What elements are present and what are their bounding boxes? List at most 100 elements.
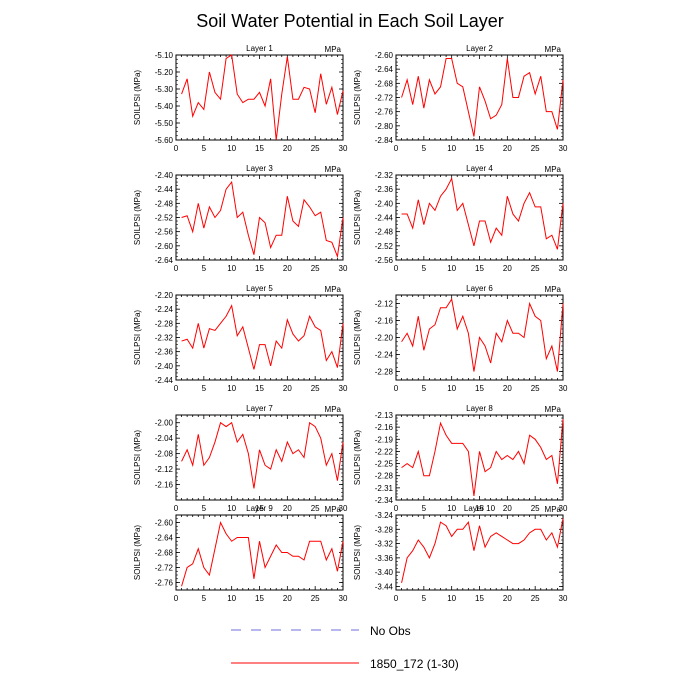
y-tick-label: -2.60 <box>155 242 174 251</box>
y-axis-label: SOILPSI (MPa) <box>353 310 362 365</box>
y-tick-label: -2.48 <box>375 228 394 237</box>
x-tick-label: 25 <box>311 504 320 513</box>
y-tick-label: -5.50 <box>155 119 174 128</box>
panel-title: Layer 5 <box>246 284 273 293</box>
x-tick-label: 30 <box>339 504 348 513</box>
x-tick-label: 5 <box>202 384 207 393</box>
x-tick-label: 10 <box>447 384 456 393</box>
x-tick-label: 25 <box>311 144 320 153</box>
y-axis-label: SOILPSI (MPa) <box>133 525 142 580</box>
y-tick-label: -2.20 <box>375 334 394 343</box>
y-tick-label: -5.20 <box>155 68 174 77</box>
figure-title: Soil Water Potential in Each Soil Layer <box>196 11 504 31</box>
series-line-1850-172 <box>401 419 564 497</box>
x-tick-label: 20 <box>283 144 292 153</box>
y-tick-label: -5.60 <box>155 136 174 145</box>
x-tick-label: 20 <box>503 264 512 273</box>
y-axis-label: SOILPSI (MPa) <box>353 525 362 580</box>
y-tick-label: -2.44 <box>375 214 394 223</box>
y-tick-label: -2.72 <box>375 94 394 103</box>
panel-title: Layer 6 <box>466 284 493 293</box>
y-tick-label: -2.28 <box>375 368 394 377</box>
y-tick-label: -2.04 <box>155 434 174 443</box>
y-tick-label: -2.52 <box>155 214 174 223</box>
x-tick-label: 30 <box>559 144 568 153</box>
x-tick-label: 25 <box>531 504 540 513</box>
x-tick-label: 0 <box>174 264 179 273</box>
panel-layer-10: Layer 10 MPa SOILPSI (MPa) 0 5 10 15 20 25 30 -3.4… <box>353 504 568 603</box>
y-tick-label: -2.32 <box>155 334 174 343</box>
y-axis-label: SOILPSI (MPa) <box>353 190 362 245</box>
y-tick-label: -2.20 <box>155 291 174 300</box>
y-tick-label: -2.40 <box>155 362 174 371</box>
y-tick-label: -2.00 <box>155 419 174 428</box>
x-tick-label: 10 <box>447 594 456 603</box>
panel-layer-1: Layer 1 MPa SOILPSI (MPa) 0 5 10 15 20 25 30 -5.60… <box>133 44 348 153</box>
y-axis-label: SOILPSI (MPa) <box>133 310 142 365</box>
x-tick-label: 15 <box>255 144 264 153</box>
y-tick-label: -2.28 <box>155 319 174 328</box>
unit-label: MPa <box>325 165 342 174</box>
x-tick-label: 30 <box>559 504 568 513</box>
x-tick-label: 30 <box>339 594 348 603</box>
x-tick-label: 25 <box>531 384 540 393</box>
legend: No Obs 1850_172 (1-30) <box>231 624 459 671</box>
x-tick-label: 20 <box>503 384 512 393</box>
x-tick-label: 25 <box>311 264 320 273</box>
x-tick-label: 30 <box>339 264 348 273</box>
series-line-1850-172 <box>181 54 344 141</box>
unit-label: MPa <box>545 505 562 514</box>
x-tick-label: 25 <box>531 144 540 153</box>
x-tick-label: 15 <box>475 594 484 603</box>
panel-layer-5: Layer 5 MPa SOILPSI (MPa) 0 5 10 15 20 25 30 -2.44… <box>133 284 348 393</box>
x-tick-label: 10 <box>227 264 236 273</box>
unit-label: MPa <box>545 405 562 414</box>
y-tick-label: -2.22 <box>375 447 394 456</box>
y-tick-label: -2.28 <box>375 472 394 481</box>
x-tick-label: 10 <box>227 504 236 513</box>
y-tick-label: -2.08 <box>155 450 174 459</box>
x-tick-label: 10 <box>447 504 456 513</box>
panel-layer-9: Layer 9 MPa SOILPSI (MPa) 0 5 10 15 20 25 30 -2.76… <box>133 504 348 603</box>
series-line-1850-172 <box>401 177 564 250</box>
y-tick-label: -2.64 <box>155 256 174 265</box>
y-tick-label: -2.80 <box>375 122 394 131</box>
x-tick-label: 20 <box>283 384 292 393</box>
series-line-1850-172 <box>181 180 344 259</box>
legend-model-label: 1850_172 (1-30) <box>370 657 459 671</box>
x-tick-label: 30 <box>559 594 568 603</box>
x-tick-label: 0 <box>174 594 179 603</box>
unit-label: MPa <box>325 505 342 514</box>
unit-label: MPa <box>325 45 342 54</box>
y-axis-label: SOILPSI (MPa) <box>133 430 142 485</box>
y-tick-label: -2.31 <box>375 484 394 493</box>
x-tick-label: 0 <box>174 384 179 393</box>
series-line-1850-172 <box>401 297 564 372</box>
y-tick-label: -2.44 <box>155 185 174 194</box>
y-tick-label: -5.30 <box>155 85 174 94</box>
y-axis-label: SOILPSI (MPa) <box>133 190 142 245</box>
y-tick-label: -3.24 <box>375 511 394 520</box>
y-tick-label: -2.13 <box>375 411 394 420</box>
series-line-1850-172 <box>181 421 344 489</box>
x-tick-label: 25 <box>531 594 540 603</box>
y-tick-label: -2.72 <box>155 564 174 573</box>
x-tick-label: 25 <box>531 264 540 273</box>
y-tick-label: -2.76 <box>155 579 174 588</box>
panels-group: Layer 1 MPa SOILPSI (MPa) 0 5 10 15 20 25 30 -5.60… <box>133 44 568 603</box>
x-tick-label: 0 <box>174 504 179 513</box>
x-tick-label: 5 <box>202 144 207 153</box>
x-tick-label: 15 <box>255 384 264 393</box>
series-line-1850-172 <box>401 518 564 583</box>
x-tick-label: 15 <box>255 594 264 603</box>
y-tick-label: -3.36 <box>375 554 394 563</box>
x-tick-label: 0 <box>394 144 399 153</box>
y-tick-label: -2.16 <box>155 481 174 490</box>
y-axis-label: SOILPSI (MPa) <box>353 430 362 485</box>
legend-obs-label: No Obs <box>370 624 411 638</box>
y-tick-label: -2.60 <box>375 51 394 60</box>
unit-label: MPa <box>325 405 342 414</box>
y-tick-label: -2.36 <box>375 185 394 194</box>
y-tick-label: -2.32 <box>375 171 394 180</box>
x-tick-label: 25 <box>311 594 320 603</box>
